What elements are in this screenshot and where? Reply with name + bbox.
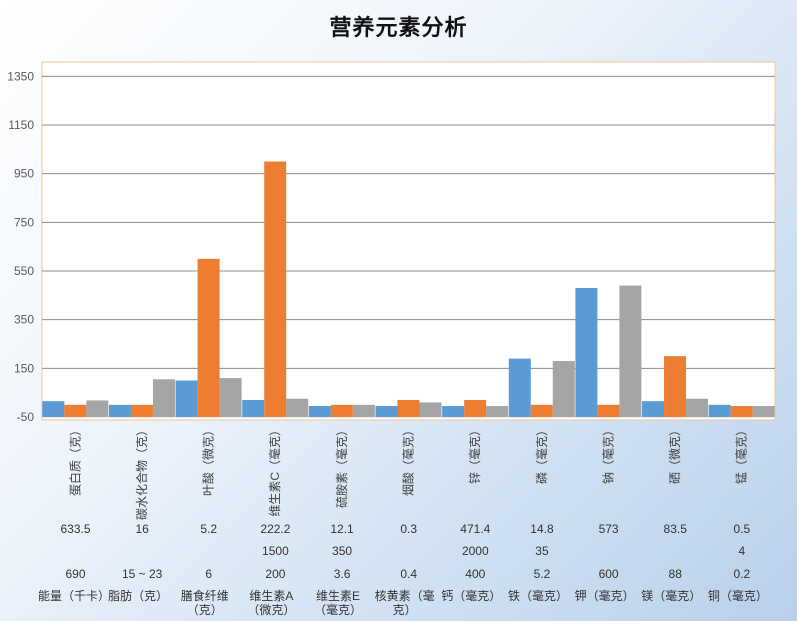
table-cell: 6 xyxy=(205,567,213,581)
table-cell: 14.8 xyxy=(530,522,554,536)
y-tick-label: 350 xyxy=(14,313,34,327)
table-row-label: 脂肪（克） xyxy=(108,589,169,603)
table-cell: 633.5 xyxy=(60,522,91,536)
table-cell: 200 xyxy=(265,567,286,581)
bar xyxy=(330,404,353,417)
table-cell: 12.1 xyxy=(330,522,354,536)
table-row-label: 钾（毫克） xyxy=(574,589,635,603)
bar xyxy=(219,378,242,417)
table-cell: 0.3 xyxy=(400,522,418,536)
table-cell: 16 xyxy=(135,522,149,536)
bar xyxy=(752,406,775,417)
bar xyxy=(42,401,65,417)
bar xyxy=(308,406,331,417)
y-tick-label: 1350 xyxy=(7,69,34,83)
y-tick-label: 550 xyxy=(14,264,34,278)
table-cell: 0.2 xyxy=(733,567,751,581)
table-cell: 2000 xyxy=(461,544,489,558)
x-tick-label: 硫胺素（毫克） xyxy=(334,424,349,508)
table-cell: 35 xyxy=(535,544,549,558)
bar xyxy=(130,404,153,417)
bar xyxy=(86,400,109,417)
y-tick-label: 750 xyxy=(14,215,34,229)
y-axis-ticks: -50 150 350 550 750 950 1150 1350 xyxy=(7,69,34,424)
x-tick-label: 叶酸（微克） xyxy=(201,424,216,496)
bar xyxy=(597,404,620,417)
table-cell: 15 ~ 23 xyxy=(121,567,163,581)
bar xyxy=(286,398,309,417)
table-cell: 600 xyxy=(598,567,619,581)
bars xyxy=(42,161,775,417)
x-tick-label: 磷（毫克） xyxy=(534,424,549,484)
x-tick-label: 锰（毫克） xyxy=(734,424,749,484)
table-cell: 83.5 xyxy=(663,522,687,536)
bar xyxy=(442,406,465,417)
table-row-label: 维生素A（微克） xyxy=(247,589,296,617)
table-row-label: 铁（毫克） xyxy=(507,589,568,603)
bar xyxy=(508,358,531,417)
x-tick-label: 碳水化合物（克） xyxy=(134,424,149,520)
x-tick-label: 钠（毫克） xyxy=(600,424,615,484)
x-tick-label: 锌（毫克） xyxy=(467,424,482,484)
gridlines xyxy=(42,75,775,418)
y-tick-label: 150 xyxy=(14,361,34,375)
bar xyxy=(242,399,265,417)
bar xyxy=(64,404,87,417)
bar xyxy=(375,406,398,417)
bar xyxy=(152,379,175,417)
table-row-label: 维生素E（毫克） xyxy=(314,589,363,617)
table-row-label: 核黄素（毫克） xyxy=(374,589,435,617)
table-cell: 350 xyxy=(332,544,353,558)
table-cell: 400 xyxy=(465,567,486,581)
bar xyxy=(486,406,509,417)
table-cell: 471.4 xyxy=(460,522,491,536)
table-cell: 690 xyxy=(65,567,86,581)
bar xyxy=(619,285,642,417)
table-cell: 4 xyxy=(738,544,746,558)
x-tick-label: 硒（微克） xyxy=(668,424,682,484)
bar xyxy=(730,406,753,417)
bar xyxy=(686,398,709,417)
table-row-label: 铜（毫克） xyxy=(707,589,768,603)
chart-title: 营养元素分析 xyxy=(329,15,468,41)
y-tick-label: 1150 xyxy=(8,118,34,132)
x-tick-label: 维生素C（毫克） xyxy=(267,424,282,517)
table-cell: 5.2 xyxy=(533,567,551,581)
table-cell: 573 xyxy=(598,522,619,536)
plot-area xyxy=(41,61,776,421)
table-row-label: 膳食纤维（克） xyxy=(180,589,229,617)
bar xyxy=(197,258,220,417)
table-cell: 0.5 xyxy=(733,522,751,536)
bar xyxy=(464,399,487,417)
table-cell: 222.2 xyxy=(260,522,291,536)
x-axis-labels: 蛋白质（克） 碳水化合物（克） 叶酸（微克） 维生素C（毫克） 硫胺素（毫克） 烟酸（毫克… xyxy=(67,424,748,520)
table-cell: 5.2 xyxy=(200,522,218,536)
table-row-label: 能量（千卡） xyxy=(38,589,111,603)
bar xyxy=(175,380,198,417)
y-tick-label: -50 xyxy=(17,410,35,424)
bar xyxy=(352,404,375,417)
bar xyxy=(530,404,553,417)
table-cell: 0.4 xyxy=(400,567,418,581)
bar xyxy=(397,399,420,417)
bar xyxy=(708,404,731,417)
bar xyxy=(642,401,665,417)
table-cell: 3.6 xyxy=(333,567,351,581)
bar xyxy=(552,361,575,417)
table-cell: 1500 xyxy=(262,544,289,558)
x-tick-label: 烟酸（毫克） xyxy=(401,424,416,496)
bar xyxy=(664,356,687,417)
bar xyxy=(108,404,131,417)
x-tick-label: 蛋白质（克） xyxy=(67,424,82,496)
table-row-label: 钙（毫克） xyxy=(441,589,502,603)
y-tick-label: 950 xyxy=(14,167,34,181)
bar xyxy=(419,402,442,417)
bar xyxy=(264,161,287,417)
table-row-label: 镁（毫克） xyxy=(641,589,702,603)
table-cell: 88 xyxy=(668,567,682,581)
bar xyxy=(575,288,598,417)
